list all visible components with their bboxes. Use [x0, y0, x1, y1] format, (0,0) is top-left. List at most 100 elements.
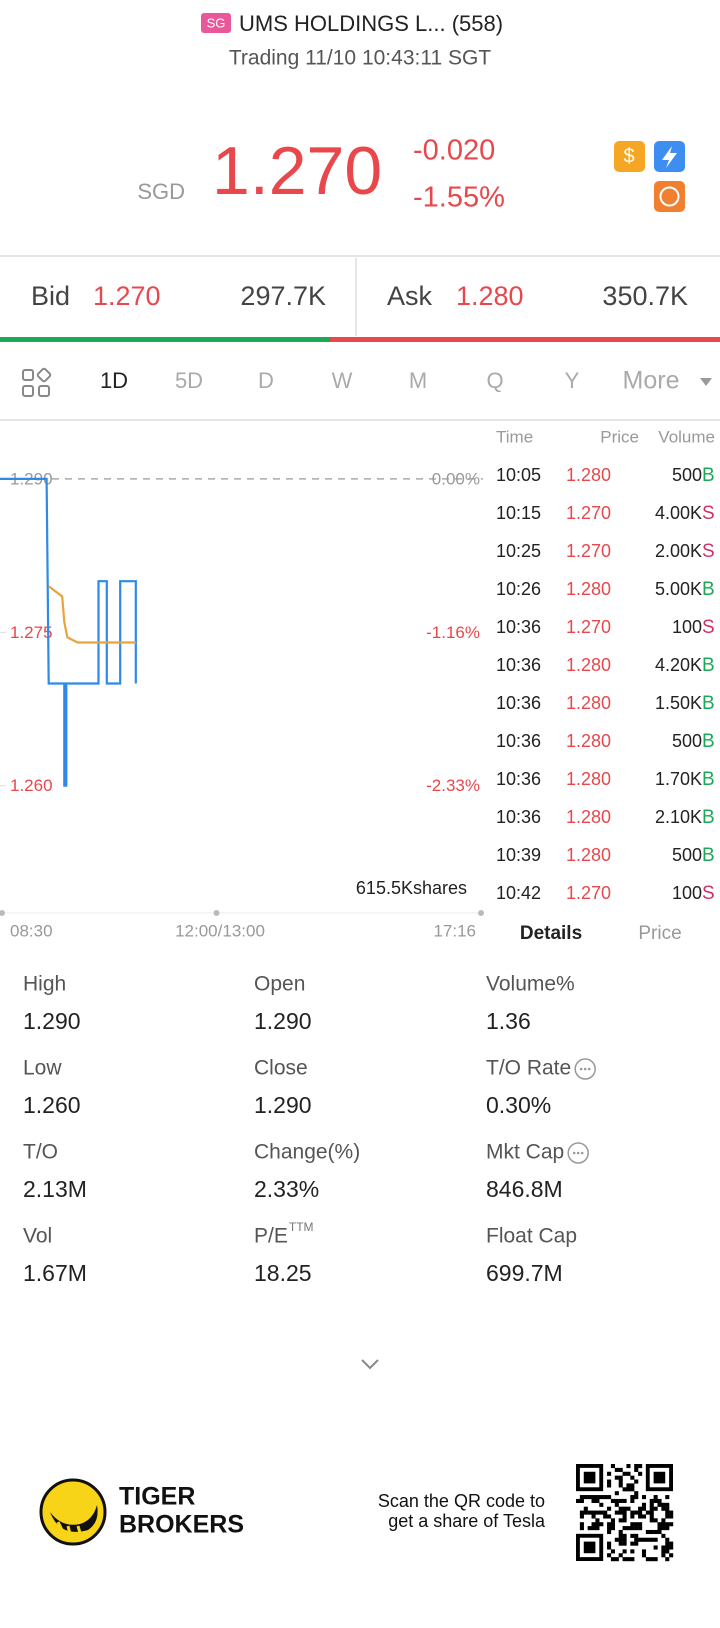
trade-volume: 4.20K: [655, 655, 702, 675]
qr-module: [665, 1514, 670, 1519]
stat-label: Volume%: [486, 973, 575, 996]
period-tab[interactable]: More: [623, 367, 680, 395]
details-tab[interactable]: Details: [520, 923, 582, 944]
price-tab[interactable]: Price: [638, 923, 681, 944]
qr-module: [607, 1483, 612, 1488]
trade-time: 10:42: [496, 883, 541, 903]
info-icon[interactable]: [574, 1058, 596, 1080]
qr-module: [622, 1557, 627, 1562]
qr-module: [669, 1522, 674, 1527]
y-tick-label: 1.260: [10, 776, 53, 795]
qr-module: [607, 1553, 612, 1558]
qr-module: [630, 1510, 635, 1515]
trades-header: Price: [600, 427, 639, 446]
qr-module: [595, 1510, 600, 1515]
qr-module: [607, 1479, 612, 1484]
qr-module: [618, 1479, 623, 1484]
stock-title[interactable]: UMS HOLDINGS L... (558): [239, 11, 503, 36]
bid-price: 1.270: [93, 281, 161, 311]
ask-label: Ask: [387, 281, 433, 311]
dividend-icon[interactable]: [614, 141, 645, 172]
axis-dot: [0, 910, 5, 916]
trade-time: 10:36: [496, 807, 541, 827]
stat-label: Mkt Cap: [486, 1141, 564, 1164]
qr-module: [665, 1502, 670, 1507]
qr-module: [638, 1510, 643, 1515]
qr-module: [610, 1557, 615, 1562]
qr-module: [649, 1510, 654, 1515]
qr-module: [641, 1502, 647, 1507]
qr-module: [626, 1464, 631, 1469]
stat-value: 2.13M: [23, 1176, 87, 1202]
qr-module: [626, 1487, 631, 1492]
period-tab[interactable]: 5D: [175, 368, 203, 393]
period-tab[interactable]: D: [258, 368, 274, 393]
qr-module: [622, 1514, 627, 1519]
trade-time: 10:15: [496, 503, 541, 523]
qr-module: [599, 1495, 604, 1500]
qr-module: [576, 1498, 581, 1503]
trade-price: 1.280: [566, 769, 611, 789]
trade-price: 1.280: [566, 693, 611, 713]
period-tab[interactable]: M: [409, 368, 427, 393]
trade-price: 1.270: [566, 503, 611, 523]
qr-module: [622, 1487, 627, 1492]
stat-label: Open: [254, 973, 305, 996]
qr-module: [618, 1475, 623, 1480]
qr-module: [607, 1495, 612, 1500]
qr-module: [579, 1514, 584, 1519]
period-tab[interactable]: 1D: [100, 368, 128, 393]
qr-module: [579, 1495, 584, 1500]
trade-time: 10:26: [496, 579, 541, 599]
expand-chevron[interactable]: [361, 1359, 379, 1370]
qr-module: [665, 1522, 670, 1527]
qr-module: [630, 1526, 635, 1531]
qr-module: [591, 1495, 596, 1500]
qr-module: [591, 1514, 596, 1519]
qr-module: [579, 1522, 584, 1527]
trades-header: Volume: [658, 427, 715, 446]
stat-label: P/E: [254, 1225, 288, 1248]
qr-module: [661, 1549, 666, 1554]
more-arrow[interactable]: [700, 378, 712, 386]
trade-side: S: [702, 617, 715, 638]
qr-module: [641, 1514, 647, 1519]
margin-icon[interactable]: [654, 181, 685, 212]
qr-module: [661, 1545, 666, 1550]
qr-module: [583, 1495, 588, 1500]
qr-module: [657, 1498, 662, 1503]
period-tab[interactable]: W: [332, 368, 353, 393]
ask-strength-bar: [330, 337, 720, 342]
qr-module: [645, 1510, 650, 1515]
qr-module: [653, 1529, 658, 1535]
qr-module: [607, 1545, 612, 1550]
qr-module: [618, 1498, 623, 1503]
qr-module: [669, 1514, 674, 1519]
qr-module: [661, 1526, 666, 1531]
qr-module: [595, 1526, 600, 1531]
qr-module: [665, 1537, 670, 1542]
trade-side: B: [702, 807, 715, 828]
stat-label: Close: [254, 1057, 308, 1080]
logo-stripe: [56, 1521, 82, 1535]
bid-size: 297.7K: [240, 281, 326, 311]
qr-module: [661, 1506, 666, 1511]
icon-cell: [22, 369, 34, 381]
trade-volume: 1.50K: [655, 693, 702, 713]
info-icon[interactable]: [567, 1142, 589, 1164]
qr-module: [618, 1541, 623, 1546]
qr-module: [645, 1557, 650, 1562]
qr-module: [622, 1506, 627, 1511]
qr-module: [622, 1471, 627, 1476]
logo-stripe: [50, 1505, 98, 1532]
stat-label: Float Cap: [486, 1225, 577, 1248]
layout-icon[interactable]: [22, 367, 52, 397]
period-tab[interactable]: Y: [565, 368, 580, 393]
period-tab[interactable]: Q: [486, 368, 503, 393]
qr-module: [649, 1498, 654, 1503]
qr-module: [641, 1495, 647, 1500]
qr-module: [653, 1557, 658, 1562]
stat-value: 1.67M: [23, 1260, 87, 1286]
qr-module: [638, 1514, 643, 1519]
